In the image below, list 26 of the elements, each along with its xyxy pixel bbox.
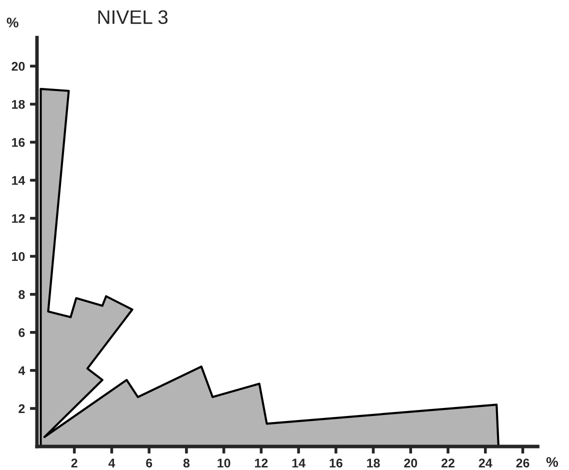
- x-tick-label: 8: [183, 458, 190, 468]
- x-tick-label: 2: [71, 458, 78, 468]
- x-tick-label: 18: [367, 458, 380, 468]
- y-tick-label: 20: [12, 62, 25, 71]
- y-tick-label: 2: [18, 404, 25, 413]
- x-tick-label: 12: [255, 458, 268, 468]
- x-axis-title: %: [546, 457, 558, 467]
- x-tick-label: 16: [330, 458, 342, 468]
- x-tick-label: 20: [404, 458, 418, 468]
- y-tick-label: 6: [18, 328, 25, 338]
- x-tick-label: 22: [442, 458, 454, 468]
- x-tick-label: 14: [292, 458, 306, 468]
- y-tick-label: 4: [18, 366, 26, 375]
- y-tick-label: 14: [12, 176, 26, 185]
- y-tick-label: 16: [12, 138, 25, 147]
- y-tick-label: 8: [18, 290, 25, 300]
- x-tick-label: 6: [146, 458, 152, 468]
- y-tick-label: 12: [12, 214, 25, 223]
- x-tick-label: 26: [516, 458, 530, 468]
- x-tick-label: 24: [478, 458, 492, 468]
- y-tick-label: 10: [12, 252, 25, 261]
- y-tick-label: 18: [12, 100, 25, 109]
- chart-title: NIVEL 3: [98, 10, 168, 24]
- y-axis-title: %: [6, 18, 18, 28]
- x-tick-label: 4: [108, 458, 116, 468]
- x-tick-label: 10: [218, 458, 230, 468]
